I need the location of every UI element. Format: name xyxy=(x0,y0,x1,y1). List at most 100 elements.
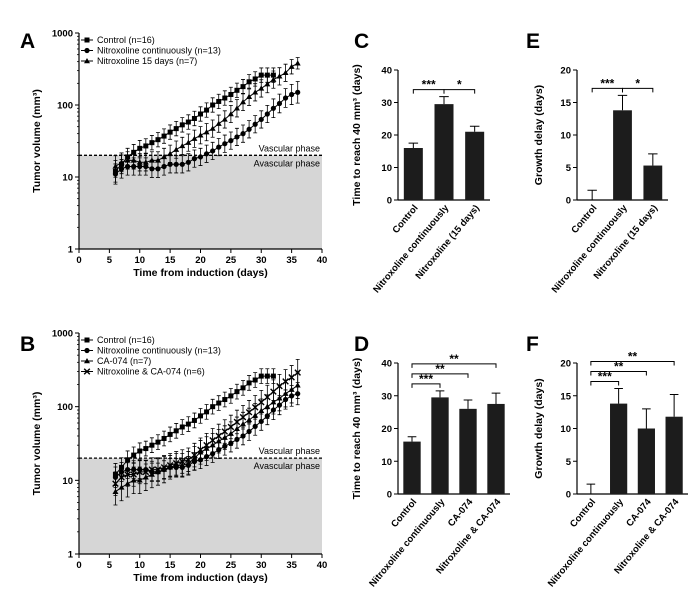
marker-circle xyxy=(264,111,270,117)
marker-circle xyxy=(216,144,222,150)
x-tick-label: 0 xyxy=(76,255,81,266)
marker-circle xyxy=(84,347,90,354)
marker-triangle xyxy=(191,135,198,141)
category-label: Control xyxy=(390,203,420,236)
y-tick-label: 0 xyxy=(387,490,392,501)
marker-triangle xyxy=(203,129,210,135)
panel-letter: A xyxy=(20,30,35,53)
x-tick-label: 10 xyxy=(134,255,145,266)
y-tick-label: 5 xyxy=(566,457,572,468)
x-tick-label: 40 xyxy=(317,560,328,571)
bar xyxy=(465,131,485,200)
marker-triangle xyxy=(264,81,271,87)
marker-circle xyxy=(173,161,179,167)
marker-square xyxy=(246,79,252,85)
y-tick-label: 15 xyxy=(560,391,571,402)
x-tick-label: 30 xyxy=(256,560,267,571)
significance-label: * xyxy=(457,78,462,92)
x-tick-label: 5 xyxy=(107,255,113,266)
marker-square xyxy=(252,76,258,82)
marker-circle xyxy=(203,151,210,157)
marker-triangle xyxy=(276,73,283,79)
marker-triangle xyxy=(130,157,137,163)
y-tick-label: 5 xyxy=(566,163,572,174)
bar xyxy=(610,403,628,494)
marker-triangle xyxy=(282,69,289,76)
y-tick-label: 10 xyxy=(560,131,571,142)
marker-square xyxy=(216,98,222,104)
y-axis-title: Growth delay (days) xyxy=(533,85,545,185)
marker-triangle xyxy=(215,120,222,126)
bar xyxy=(643,165,663,200)
marker-cross xyxy=(239,413,247,421)
marker-circle xyxy=(185,159,191,165)
bar xyxy=(434,104,454,200)
vascular-phase-label: Vascular phase xyxy=(259,143,320,153)
marker-cross xyxy=(288,374,295,381)
significance-label: * xyxy=(635,76,640,90)
legend-entry: Nitroxoline 15 days (n=7) xyxy=(97,56,197,66)
marker-circle xyxy=(228,138,234,144)
bar xyxy=(431,397,449,494)
x-axis-title: Time from induction (days) xyxy=(133,572,268,584)
error-bar xyxy=(642,408,651,429)
y-tick-label: 40 xyxy=(381,66,392,77)
marker-cross xyxy=(209,436,216,444)
marker-cross xyxy=(142,468,150,476)
x-tick-label: 15 xyxy=(165,560,176,571)
x-tick-label: 25 xyxy=(226,255,237,266)
significance-label: ** xyxy=(614,360,624,374)
significance-bracket xyxy=(590,371,647,376)
significance-label: *** xyxy=(422,78,436,92)
y-tick-label: 10 xyxy=(560,424,571,435)
marker-cross xyxy=(270,388,277,395)
y-axis-title: Tumor volume (mm³) xyxy=(31,89,43,193)
marker-square xyxy=(185,119,191,125)
x-tick-label: 5 xyxy=(107,560,113,571)
y-tick-label: 30 xyxy=(381,98,392,109)
marker-cross xyxy=(124,471,131,478)
marker-circle xyxy=(270,105,276,111)
marker-cross xyxy=(221,428,229,435)
significance-label: *** xyxy=(419,372,433,386)
marker-square xyxy=(246,380,252,386)
y-tick-label: 10 xyxy=(381,457,392,468)
error-bar xyxy=(469,125,480,132)
error-bar xyxy=(617,94,628,111)
y-axis-title: Growth delay (days) xyxy=(533,378,545,478)
marker-cross xyxy=(251,404,259,411)
y-tick-label: 0 xyxy=(566,196,571,207)
marker-triangle xyxy=(288,63,295,69)
panel-letter: C xyxy=(354,30,369,53)
marker-square xyxy=(228,91,234,97)
error-bar xyxy=(491,392,501,404)
marker-square xyxy=(191,417,197,423)
marker-triangle xyxy=(227,110,234,117)
marker-circle xyxy=(234,134,240,140)
marker-circle xyxy=(191,156,198,162)
marker-circle xyxy=(240,131,246,137)
legend-entry: CA-074 (n=7) xyxy=(97,356,151,366)
y-tick-label: 20 xyxy=(381,131,392,142)
marker-square xyxy=(258,373,264,379)
marker-cross xyxy=(130,471,137,478)
y-axis-title: Time to reach 40 mm³ (days) xyxy=(351,64,363,206)
x-tick-label: 30 xyxy=(256,255,267,266)
marker-square xyxy=(155,137,161,143)
x-tick-label: 10 xyxy=(134,560,145,571)
marker-cross xyxy=(166,462,174,469)
marker-circle xyxy=(289,91,295,98)
panel-letter: E xyxy=(526,30,540,53)
marker-triangle xyxy=(270,76,277,82)
marker-circle xyxy=(282,95,289,101)
y-tick-label: 15 xyxy=(560,98,571,109)
marker-triangle xyxy=(173,146,180,152)
significance-label: *** xyxy=(598,370,612,384)
marker-square xyxy=(137,145,143,151)
marker-triangle xyxy=(154,157,161,163)
error-bar xyxy=(587,189,597,200)
marker-triangle xyxy=(240,99,247,105)
marker-square xyxy=(161,435,167,441)
bar xyxy=(459,408,477,494)
